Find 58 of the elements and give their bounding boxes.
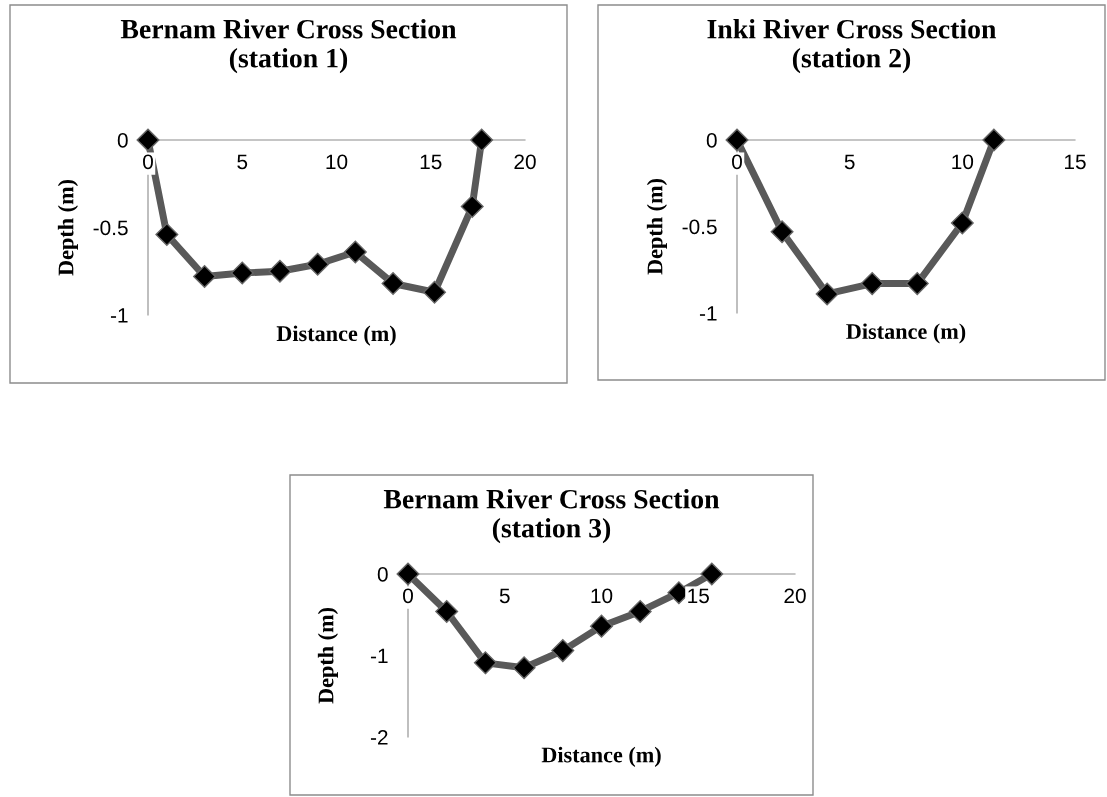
x-axis-title: Distance (m)	[541, 746, 661, 767]
x-tick-label: 5	[499, 588, 510, 604]
x-tick-label: 20	[514, 154, 536, 170]
chart-title: Bernam River Cross Section (station 1)	[120, 19, 457, 74]
y-tick-label: 0	[377, 567, 388, 582]
y-tick-label: -1	[699, 306, 717, 321]
point	[193, 265, 217, 288]
x-axis-title: Distance (m)	[276, 325, 396, 346]
point	[860, 272, 884, 296]
y-tick-label: -0.5	[93, 220, 128, 236]
point	[815, 282, 839, 306]
point	[982, 128, 1006, 152]
point	[435, 599, 459, 623]
point	[423, 280, 447, 304]
x-tick-label: 5	[844, 154, 855, 170]
x-tick-label: 5	[237, 154, 248, 170]
chart-title: Bernam River Cross Section (station 3)	[383, 489, 720, 544]
point	[770, 220, 794, 244]
x-tick-label: 10	[326, 154, 348, 170]
y-tick-label: 0	[706, 133, 717, 148]
point	[950, 211, 974, 235]
x-tick-label: 0	[732, 154, 742, 170]
x-tick-label: 15	[1065, 154, 1086, 170]
point	[512, 656, 536, 680]
point	[725, 128, 749, 152]
point	[381, 272, 405, 295]
y-tick-label: 0	[117, 133, 128, 148]
x-tick-label: 0	[403, 588, 413, 604]
point	[470, 128, 494, 152]
point	[551, 639, 575, 663]
x-axis-title: Distance (m)	[846, 323, 966, 344]
y-axis-title: Depth (m)	[57, 180, 78, 276]
point	[460, 195, 484, 218]
x-tick-label: 15	[420, 154, 442, 170]
point	[700, 562, 724, 586]
y-tick-label: -0.5	[682, 219, 717, 235]
point	[905, 272, 929, 296]
y-tick-label: -1	[370, 648, 388, 664]
point	[473, 651, 497, 675]
point	[136, 128, 160, 152]
point	[230, 261, 254, 285]
point	[628, 599, 652, 623]
x-tick-label: 10	[591, 588, 613, 604]
point	[590, 614, 613, 638]
y-axis-title: Depth (m)	[317, 608, 338, 704]
x-tick-label: 15	[688, 588, 709, 604]
x-tick-label: 0	[143, 154, 153, 170]
point	[268, 259, 292, 283]
y-tick-label: -1	[110, 308, 128, 323]
y-axis-title: Depth (m)	[646, 179, 667, 275]
chart-title: Inki River Cross Section (station 2)	[707, 19, 997, 74]
x-tick-label: 20	[784, 588, 806, 604]
point	[306, 252, 330, 276]
point	[396, 562, 420, 586]
x-tick-label: 10	[952, 154, 974, 170]
y-tick-label: -2	[370, 730, 388, 745]
point	[155, 223, 179, 246]
point	[343, 240, 367, 264]
